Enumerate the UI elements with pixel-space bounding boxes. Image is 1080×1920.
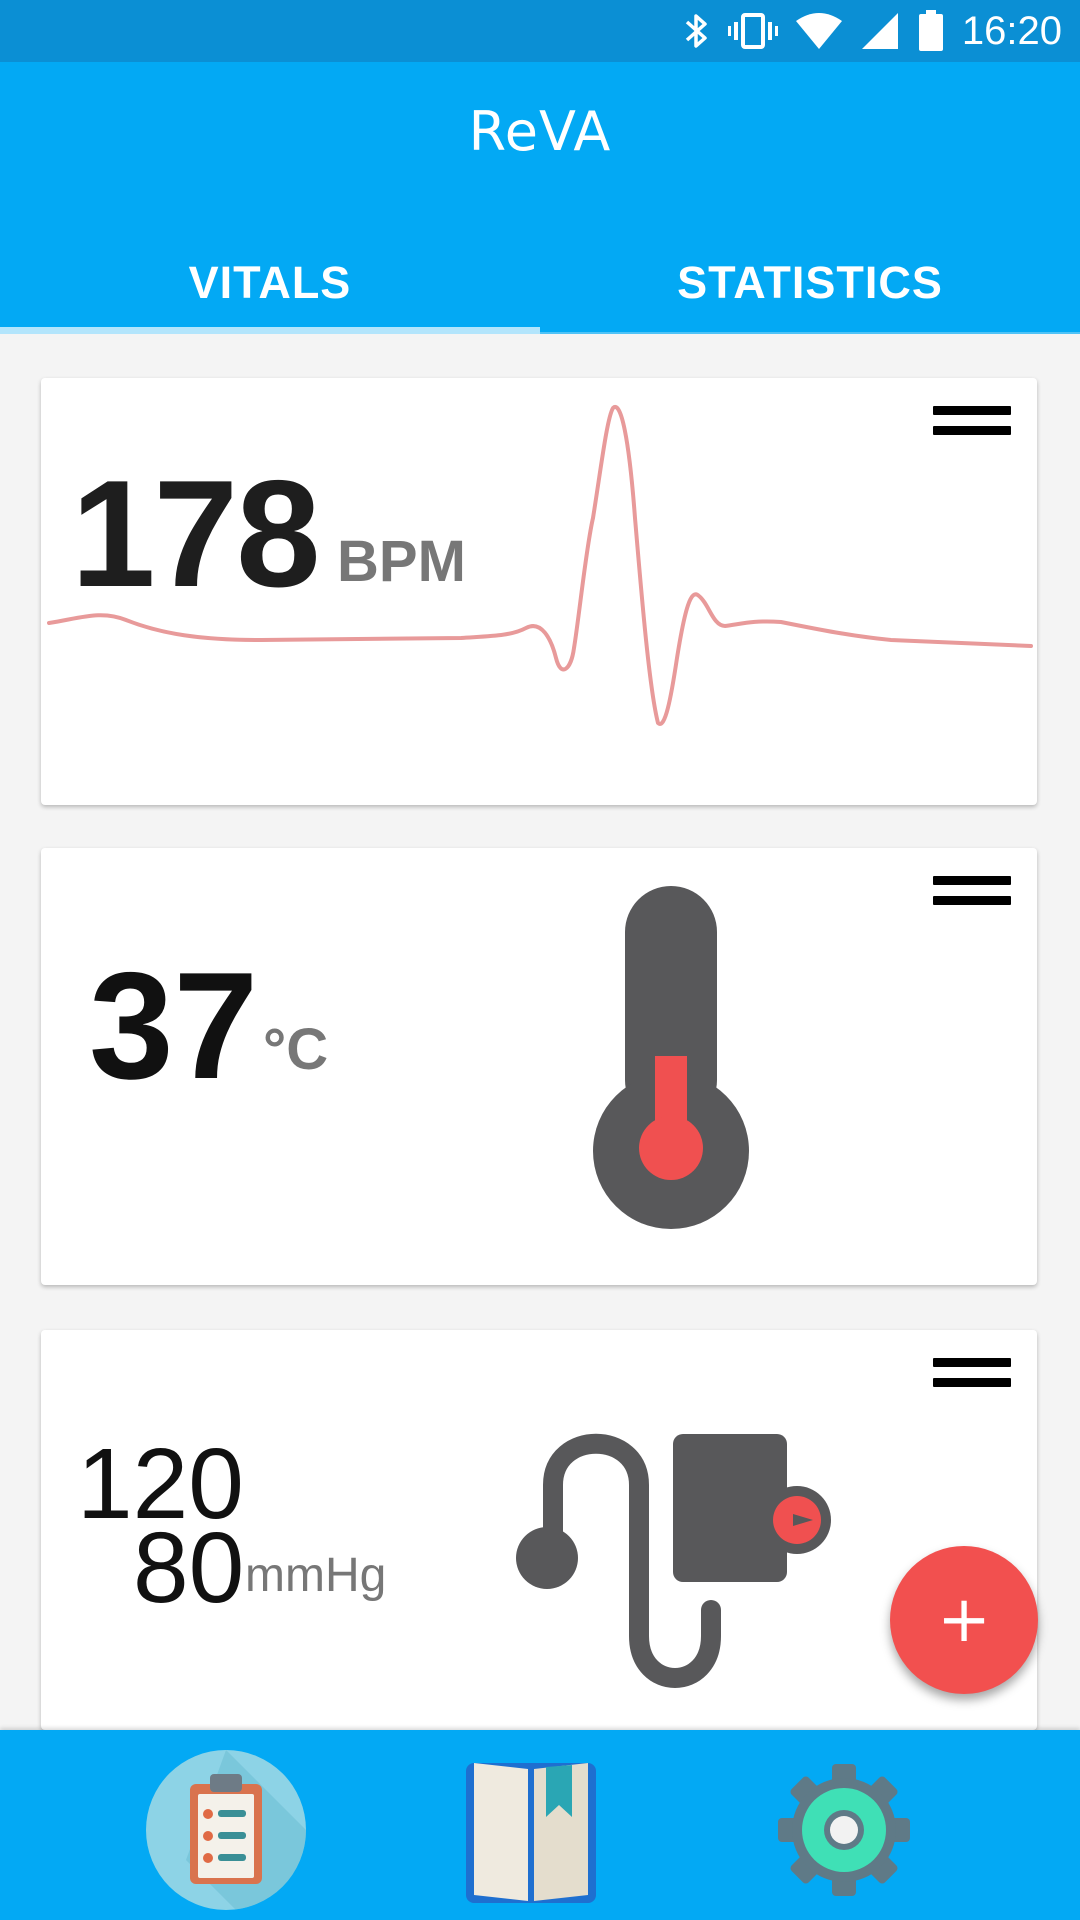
temperature-unit: °C: [263, 1017, 329, 1082]
status-icons: 16:20: [684, 8, 1062, 54]
blood-pressure-card[interactable]: 120 80 mmHg: [41, 1330, 1037, 1730]
tab-vitals[interactable]: VITALS: [188, 257, 352, 308]
bottom-nav: [0, 1730, 1080, 1920]
cell-signal-icon: [861, 13, 898, 49]
status-time: 16:20: [961, 8, 1062, 53]
nav-records-button[interactable]: [146, 1750, 306, 1910]
tab-statistics[interactable]: STATISTICS: [677, 257, 943, 308]
tab-bar: VITALS STATISTICS: [0, 232, 1080, 334]
clipboard-list-icon: [186, 1750, 306, 1910]
heart-rate-unit: BPM: [337, 529, 466, 594]
status-bar: 16:20: [0, 0, 1080, 62]
app-bar: ReVA VITALS STATISTICS: [0, 62, 1080, 334]
thermometer-icon: [593, 886, 749, 1229]
tab-baseline: [540, 332, 1080, 334]
drag-handle-icon[interactable]: [933, 406, 1011, 438]
temperature-value: 37: [89, 941, 259, 1111]
ecg-waveform-icon: [47, 404, 1033, 726]
heart-rate-value: 178: [71, 449, 321, 619]
app-title: ReVA: [468, 100, 612, 163]
blood-pressure-systolic: 120: [77, 1428, 244, 1540]
blood-pressure-diastolic: 80: [133, 1512, 245, 1624]
blood-pressure-unit: mmHg: [245, 1549, 387, 1602]
wifi-icon: [795, 13, 842, 49]
drag-handle-icon[interactable]: [933, 1358, 1011, 1390]
temperature-card[interactable]: 37 °C: [41, 848, 1037, 1285]
add-vital-button[interactable]: +: [890, 1546, 1038, 1694]
vibrate-icon: [727, 13, 778, 49]
nav-settings-button[interactable]: [764, 1750, 924, 1910]
gear-icon: [778, 1764, 910, 1896]
tab-indicator: [0, 327, 540, 334]
battery-icon: [918, 10, 943, 51]
bluetooth-icon: [685, 14, 707, 48]
book-bookmark-icon: [466, 1763, 596, 1903]
drag-handle-icon[interactable]: [933, 876, 1011, 908]
blood-pressure-monitor-icon: [516, 1433, 831, 1688]
heart-rate-card[interactable]: 178 BPM: [41, 378, 1037, 805]
nav-journal-button[interactable]: [452, 1750, 612, 1910]
